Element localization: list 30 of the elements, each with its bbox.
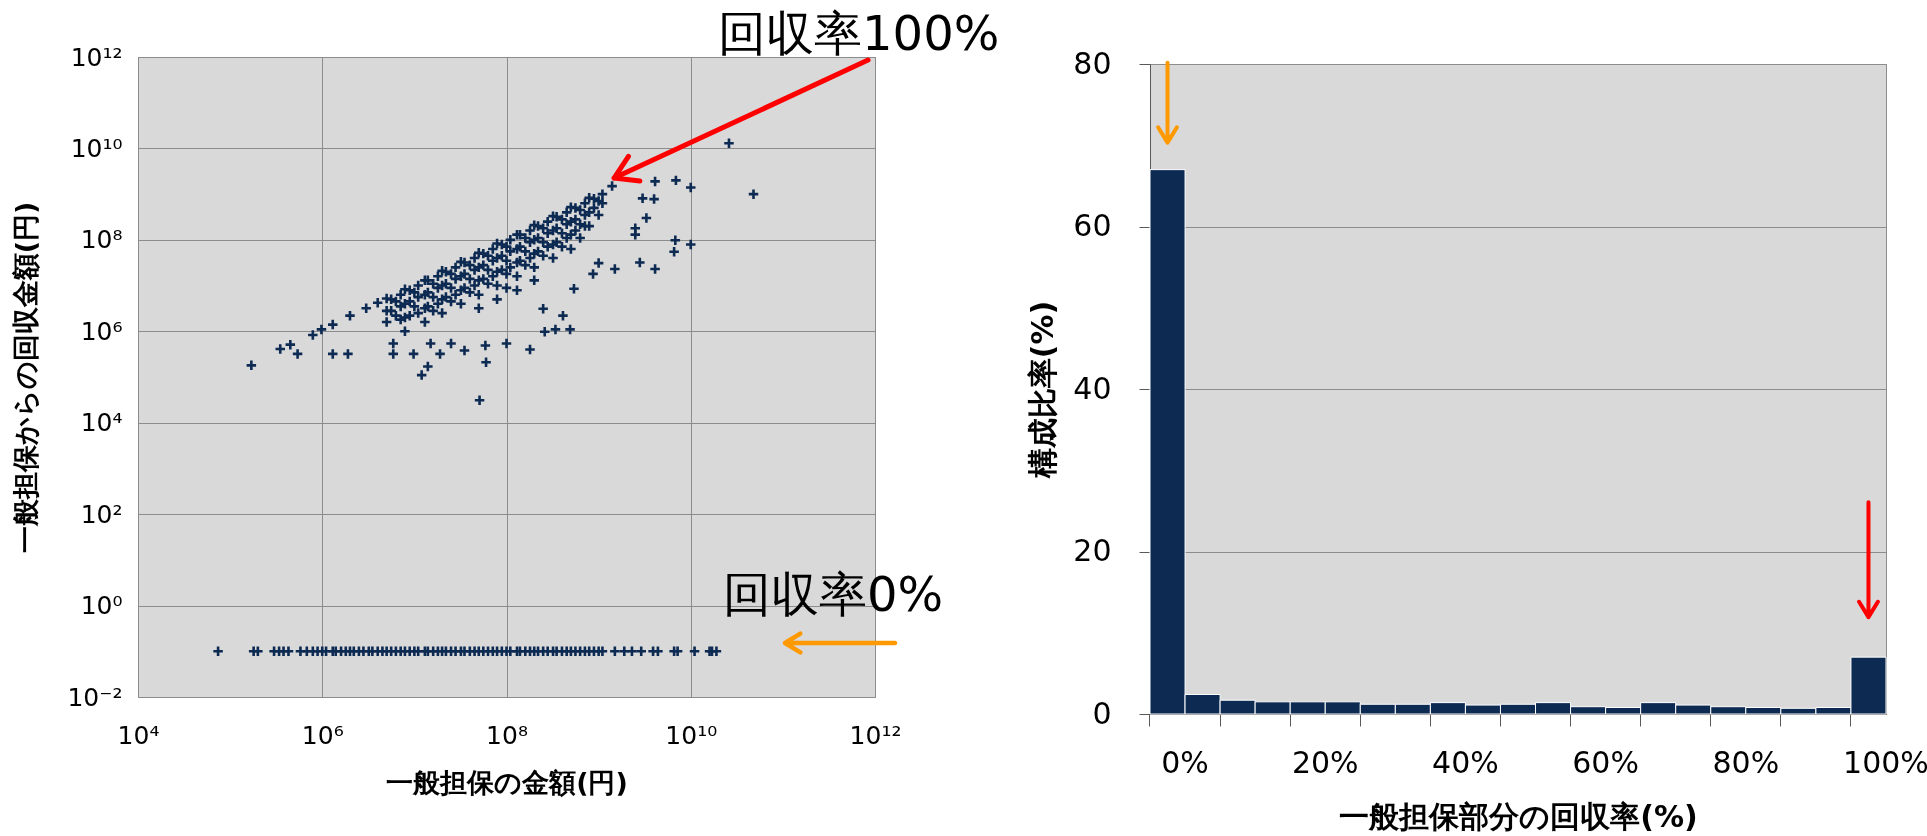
y-tick-label: 10¹² (70, 42, 123, 72)
y-tick-label: 10⁶ (80, 316, 123, 346)
x-tick-label: 10¹² (849, 720, 902, 750)
x-tick-label: 10¹⁰ (665, 720, 718, 750)
x-tick-label: 60% (1572, 744, 1639, 780)
x-tick-label: 20% (1291, 744, 1359, 780)
x-tick-label: 40% (1432, 744, 1499, 780)
x-axis-title: 一般担保の金額(円) (386, 766, 628, 798)
x-tick-label: 10⁴ (117, 720, 160, 750)
x-tick-label: 10⁸ (486, 720, 528, 750)
x-tick-label: 0% (1161, 744, 1209, 780)
y-tick-label: 10⁸ (80, 225, 123, 255)
y-tick-label: 0 (1092, 695, 1112, 731)
y-axis-title: 一般担保からの回収金額(円) (10, 201, 42, 554)
y-tick-label: 10¹⁰ (70, 133, 123, 163)
y-tick-label: 10⁰ (80, 591, 123, 621)
y-tick-label: 80 (1073, 45, 1112, 81)
y-tick-label: 10⁴ (80, 408, 123, 438)
y-tick-label: 20 (1073, 533, 1112, 568)
x-tick-label: 80% (1712, 744, 1780, 780)
x-tick-label: 100% (1843, 744, 1927, 780)
y-tick-label: 40 (1073, 370, 1112, 406)
annotation: 回収率0% (723, 566, 944, 622)
annotation: 回収率100% (718, 5, 1000, 62)
y-tick-label: 60 (1073, 208, 1112, 243)
x-tick-label: 10⁶ (301, 720, 344, 750)
y-tick-label: 10² (80, 499, 123, 529)
x-axis-title: 一般担保部分の回収率(%) (1339, 798, 1698, 834)
y-axis-title: 構成比率(%) (1025, 300, 1061, 480)
y-tick-label: 10⁻² (67, 682, 123, 712)
